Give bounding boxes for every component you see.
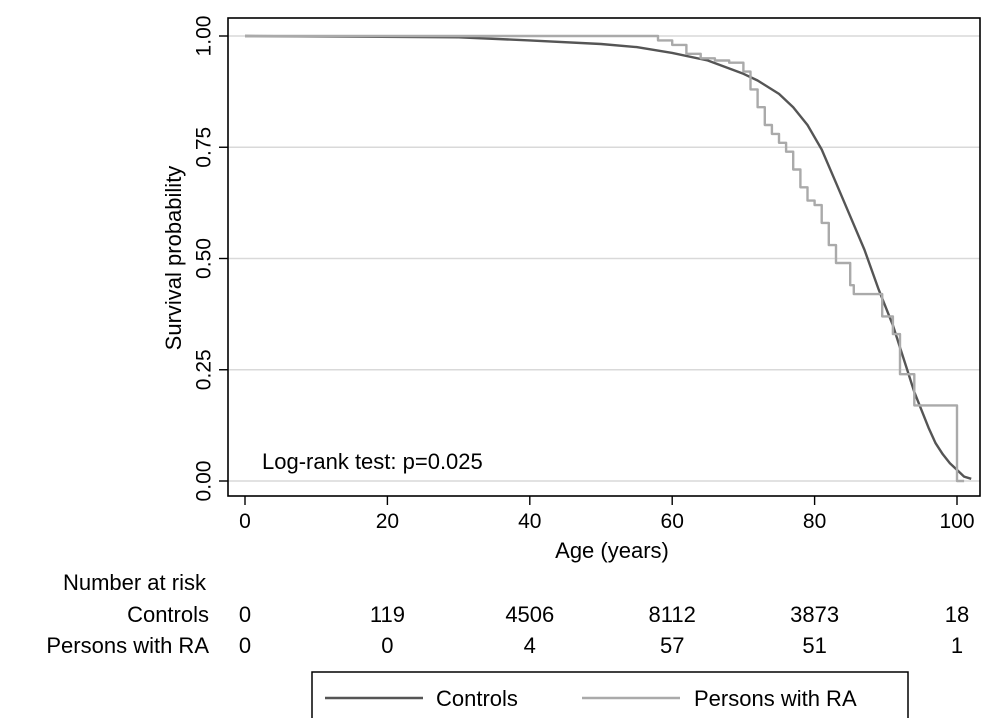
legend-box: [311, 671, 909, 718]
legend: Controls Persons with RA: [311, 671, 909, 718]
risk-cell: 18: [945, 602, 969, 627]
x-tick-label: 40: [518, 510, 541, 533]
risk-cell: 51: [802, 633, 826, 658]
risk-row-label: Controls: [127, 602, 209, 627]
legend-label: Persons with RA: [694, 686, 857, 711]
risk-cell: 0: [239, 633, 251, 658]
survival-curves: [244, 34, 972, 483]
risk-cell: 0: [381, 633, 393, 658]
series-line-controls: [244, 34, 972, 480]
risk-cell: 4506: [505, 602, 554, 627]
risk-table: Number at risk Controls 0 119 4506 8112 3873 18…: [46, 570, 969, 658]
risk-cell: 3873: [790, 602, 839, 627]
risk-row-label: Persons with RA: [46, 633, 209, 658]
x-tick-label: 100: [939, 510, 974, 533]
risk-table-heading: Number at risk: [63, 570, 207, 595]
series-line-ra: [245, 34, 965, 483]
risk-cell: 1: [951, 633, 963, 658]
y-tick-label: 0.25: [193, 349, 216, 390]
x-tick-label: 0: [239, 510, 251, 533]
log-rank-annotation: Log-rank test: p=0.025: [262, 449, 483, 474]
y-tick-label: 0.75: [193, 127, 216, 168]
risk-cell: 0: [239, 602, 251, 627]
legend-label: Controls: [436, 686, 518, 711]
y-tick-label: 0.50: [193, 238, 216, 279]
x-axis-label: Age (years): [555, 538, 669, 563]
x-tick-label: 80: [803, 510, 826, 533]
x-tick-label: 60: [661, 510, 684, 533]
y-axis: 0.00 0.25 0.50 0.75 1.00: [193, 16, 228, 502]
plot-frame: [227, 17, 981, 497]
risk-cell: 4: [524, 633, 536, 658]
y-axis-label: Survival probability: [161, 166, 186, 351]
risk-cell: 119: [370, 602, 405, 627]
x-tick-label: 20: [376, 510, 399, 533]
y-tick-label: 1.00: [193, 16, 216, 57]
y-tick-label: 0.00: [193, 461, 216, 502]
risk-cell: 8112: [649, 602, 696, 627]
x-axis: 0 20 40 60 80 100: [239, 496, 975, 533]
risk-cell: 57: [660, 633, 684, 658]
